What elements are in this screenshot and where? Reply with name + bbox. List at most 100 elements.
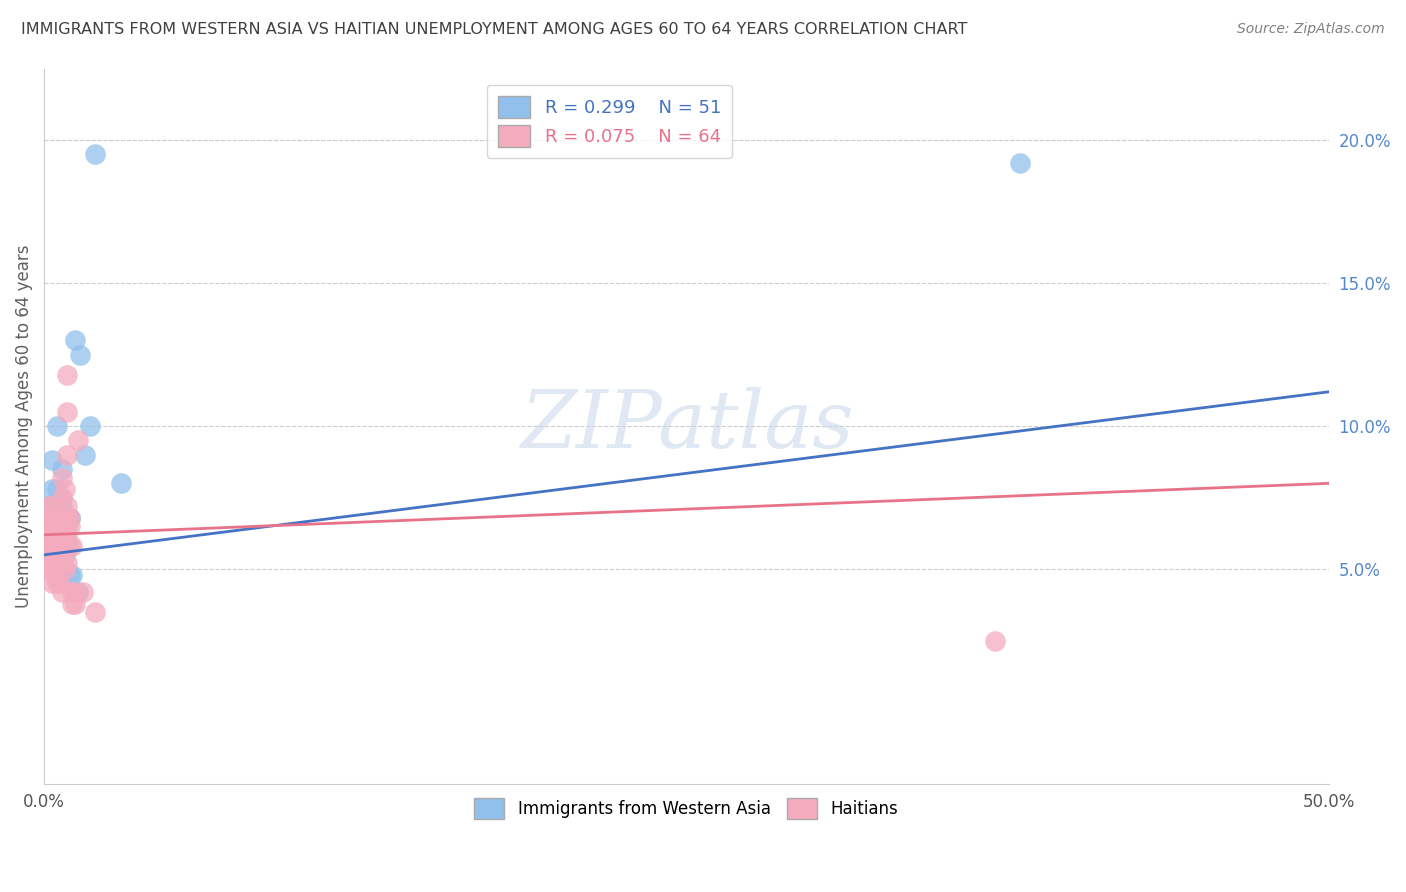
Point bbox=[38, 539, 60, 553]
Point bbox=[46, 539, 69, 553]
Point bbox=[53, 510, 76, 524]
Point bbox=[46, 539, 69, 553]
Point bbox=[41, 533, 63, 548]
Point bbox=[41, 453, 63, 467]
Point bbox=[38, 533, 60, 548]
Point bbox=[51, 500, 73, 514]
Point bbox=[46, 528, 69, 542]
Point bbox=[46, 519, 69, 533]
Point bbox=[48, 510, 70, 524]
Point bbox=[53, 528, 76, 542]
Point bbox=[44, 562, 66, 576]
Point bbox=[44, 519, 66, 533]
Point bbox=[46, 482, 69, 496]
Point bbox=[69, 348, 91, 362]
Point bbox=[48, 557, 70, 571]
Point bbox=[79, 419, 101, 434]
Point bbox=[41, 528, 63, 542]
Point bbox=[41, 576, 63, 591]
Point bbox=[35, 500, 58, 514]
Point bbox=[35, 548, 58, 562]
Point bbox=[38, 510, 60, 524]
Point bbox=[53, 562, 76, 576]
Point bbox=[56, 405, 79, 419]
Point bbox=[60, 597, 83, 611]
Point bbox=[51, 585, 73, 599]
Y-axis label: Unemployment Among Ages 60 to 64 years: Unemployment Among Ages 60 to 64 years bbox=[15, 244, 32, 607]
Point bbox=[56, 533, 79, 548]
Point bbox=[48, 519, 70, 533]
Point bbox=[41, 548, 63, 562]
Point bbox=[51, 539, 73, 553]
Point bbox=[53, 510, 76, 524]
Point bbox=[41, 510, 63, 524]
Point bbox=[48, 510, 70, 524]
Point bbox=[44, 528, 66, 542]
Point bbox=[56, 510, 79, 524]
Point bbox=[35, 548, 58, 562]
Point bbox=[53, 510, 76, 524]
Point bbox=[51, 491, 73, 505]
Point bbox=[48, 539, 70, 553]
Point bbox=[59, 510, 82, 524]
Point bbox=[35, 528, 58, 542]
Point bbox=[44, 528, 66, 542]
Point bbox=[38, 500, 60, 514]
Point bbox=[63, 585, 86, 599]
Point bbox=[51, 470, 73, 484]
Point bbox=[59, 539, 82, 553]
Point bbox=[59, 519, 82, 533]
Point bbox=[44, 539, 66, 553]
Point bbox=[75, 448, 97, 462]
Point bbox=[51, 491, 73, 505]
Point bbox=[984, 633, 1007, 648]
Point bbox=[51, 519, 73, 533]
Point bbox=[38, 510, 60, 524]
Point bbox=[60, 585, 83, 599]
Point bbox=[41, 510, 63, 524]
Point bbox=[51, 528, 73, 542]
Point bbox=[66, 585, 89, 599]
Point bbox=[56, 368, 79, 382]
Point bbox=[35, 519, 58, 533]
Point bbox=[48, 528, 70, 542]
Point bbox=[46, 576, 69, 591]
Point bbox=[63, 597, 86, 611]
Point bbox=[41, 519, 63, 533]
Point bbox=[48, 576, 70, 591]
Point bbox=[46, 548, 69, 562]
Point bbox=[35, 528, 58, 542]
Point bbox=[44, 539, 66, 553]
Point bbox=[46, 510, 69, 524]
Point bbox=[48, 510, 70, 524]
Point bbox=[53, 482, 76, 496]
Point bbox=[41, 500, 63, 514]
Point bbox=[56, 500, 79, 514]
Text: ZIPatlas: ZIPatlas bbox=[520, 387, 853, 465]
Point bbox=[41, 548, 63, 562]
Point bbox=[44, 519, 66, 533]
Point bbox=[48, 519, 70, 533]
Point bbox=[63, 334, 86, 348]
Point bbox=[41, 528, 63, 542]
Point bbox=[59, 510, 82, 524]
Point bbox=[59, 510, 82, 524]
Point bbox=[56, 528, 79, 542]
Point bbox=[44, 567, 66, 582]
Point bbox=[51, 462, 73, 476]
Point bbox=[46, 519, 69, 533]
Point bbox=[41, 482, 63, 496]
Point bbox=[44, 500, 66, 514]
Text: Source: ZipAtlas.com: Source: ZipAtlas.com bbox=[1237, 22, 1385, 37]
Point bbox=[35, 510, 58, 524]
Point bbox=[46, 419, 69, 434]
Point bbox=[44, 533, 66, 548]
Point bbox=[38, 562, 60, 576]
Point bbox=[56, 557, 79, 571]
Point bbox=[84, 147, 107, 161]
Point bbox=[41, 519, 63, 533]
Point bbox=[56, 448, 79, 462]
Point bbox=[38, 539, 60, 553]
Point bbox=[1010, 156, 1032, 170]
Point bbox=[59, 567, 82, 582]
